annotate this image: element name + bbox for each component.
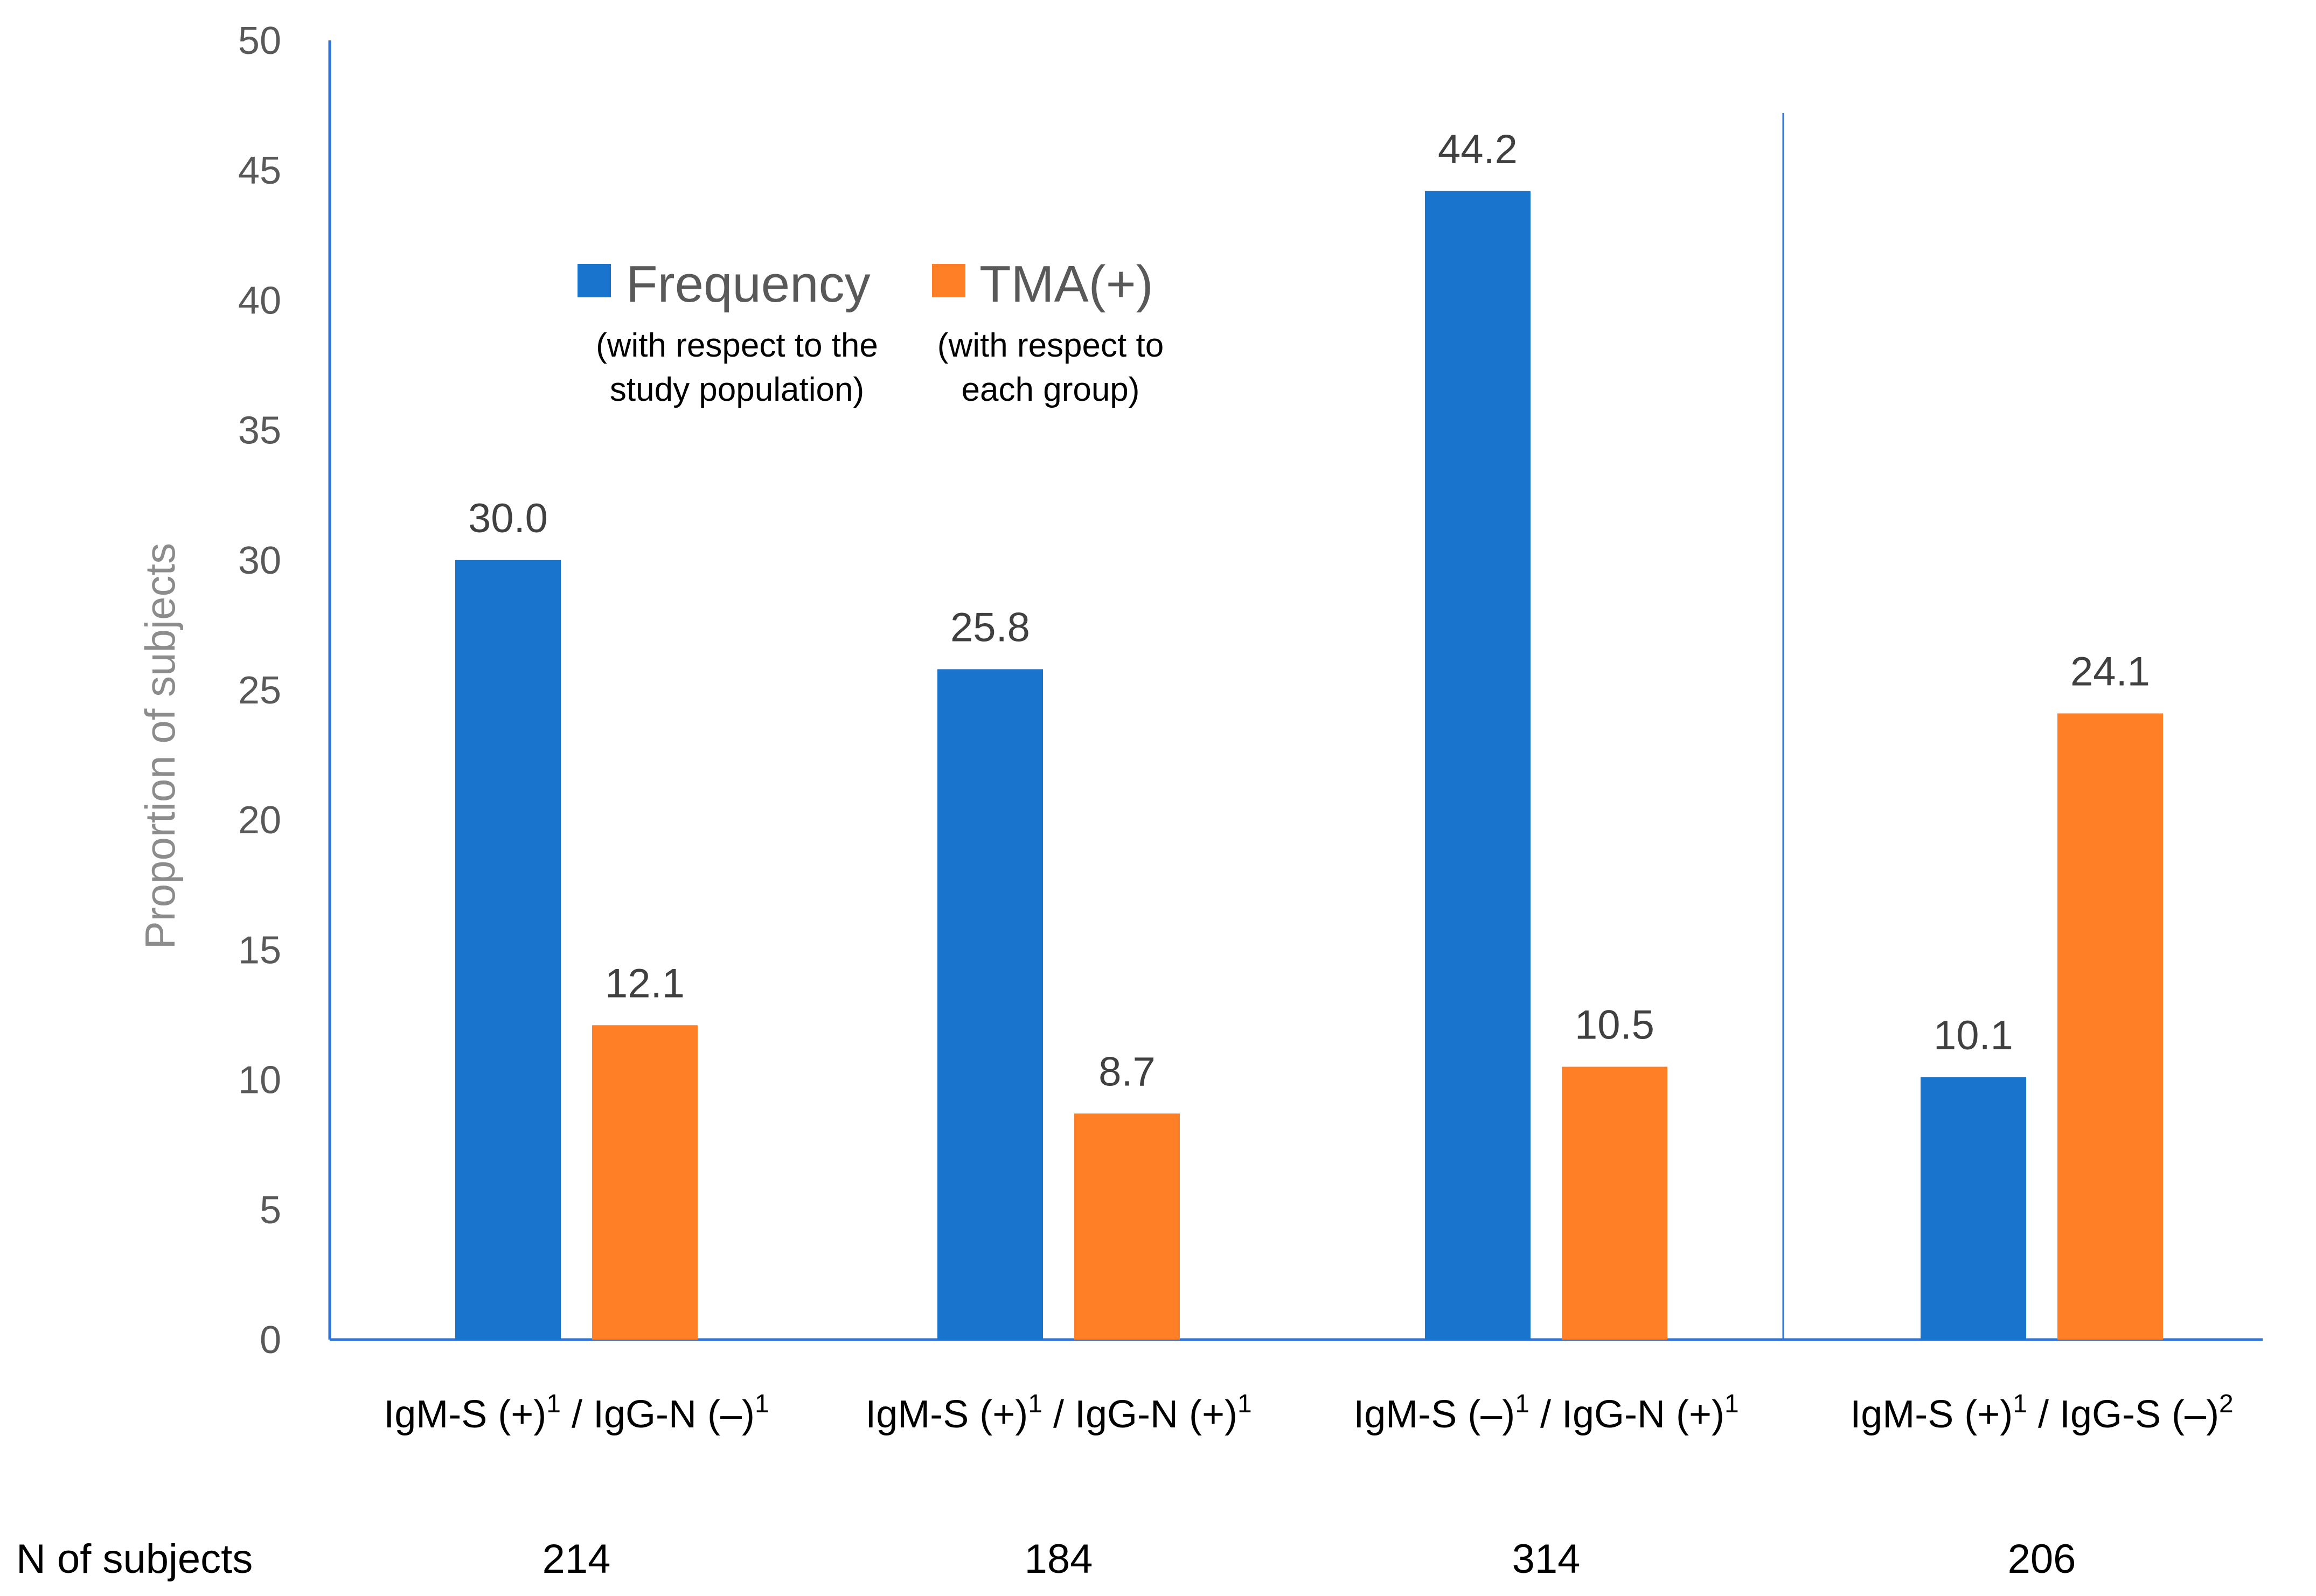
category-text: / IgG-N (–)	[561, 1393, 755, 1436]
tma-value-label: 12.1	[605, 960, 685, 1006]
frequency-value-label: 10.1	[1934, 1013, 2013, 1058]
tma-bar	[592, 1025, 698, 1340]
data-labels: 30.0 25.8 44.2 10.1 12.1 8.7 10.5 24.1	[468, 127, 2150, 1095]
category-superscript: 1	[2013, 1390, 2027, 1418]
n-row-value: 214	[543, 1536, 611, 1582]
category-label: IgM-S (+)1 / IgG-S (–)2	[1850, 1390, 2234, 1436]
category-superscript: 1	[546, 1390, 561, 1418]
bars	[455, 191, 2163, 1340]
category-superscript: 1	[1028, 1390, 1042, 1418]
n-row-value: 184	[1025, 1536, 1093, 1582]
category-label: IgM-S (+)1 / IgG-N (–)1	[384, 1390, 769, 1436]
y-tick-label: 5	[260, 1189, 281, 1232]
y-tick-label: 25	[238, 669, 281, 712]
legend-subtitle: each group)	[962, 371, 1140, 408]
legend-frequency-swatch	[578, 264, 611, 297]
category-superscript: 1	[755, 1390, 769, 1418]
frequency-value-label: 25.8	[950, 604, 1030, 650]
frequency-bar	[937, 669, 1043, 1340]
n-row-label: N of subjects	[16, 1536, 253, 1582]
category-superscript: 1	[1237, 1390, 1252, 1418]
category-text: / IgG-N (+)	[1529, 1393, 1724, 1436]
category-label: IgM-S (–)1 / IgG-N (+)1	[1353, 1390, 1738, 1436]
y-tick-label: 0	[260, 1319, 281, 1362]
y-axis: 0 5 10 15 20 25 30 35 40 45 50 Proportion of subjec…	[136, 19, 331, 1362]
legend-tma-swatch	[932, 264, 965, 297]
category-text: IgM-S (+)	[865, 1393, 1028, 1436]
legend-subtitle: (with respect to	[937, 327, 1164, 364]
category-superscript: 1	[1724, 1390, 1739, 1418]
tma-value-label: 24.1	[2070, 649, 2150, 694]
y-tick-label: 45	[238, 149, 281, 192]
frequency-value-label: 30.0	[468, 496, 548, 541]
n-of-subjects-row: N of subjects 214 184 314 206	[16, 1536, 2076, 1582]
category-text: IgM-S (+)	[1850, 1393, 2013, 1436]
category-text: IgM-S (+)	[384, 1393, 546, 1436]
tma-bar	[1074, 1113, 1180, 1340]
y-tick-label: 20	[238, 799, 281, 842]
legend: Frequency (with respect to the study popul…	[578, 255, 1164, 408]
tma-value-label: 8.7	[1098, 1049, 1156, 1095]
y-tick-label: 40	[238, 279, 281, 322]
y-tick-label: 50	[238, 19, 281, 62]
y-tick-label: 30	[238, 539, 281, 582]
tma-bar	[1562, 1067, 1667, 1340]
y-tick-label: 15	[238, 929, 281, 972]
y-tick-label: 35	[238, 409, 281, 452]
legend-tma-label: TMA(+)	[979, 255, 1153, 313]
y-tick-label: 10	[238, 1059, 281, 1102]
category-text: / IgG-N (+)	[1042, 1393, 1237, 1436]
frequency-value-label: 44.2	[1438, 127, 1518, 172]
category-text: / IgG-S (–)	[2027, 1393, 2219, 1436]
frequency-bar	[1425, 191, 1531, 1340]
y-axis-title: Proportion of subjects	[136, 543, 184, 949]
category-superscript: 2	[2219, 1390, 2234, 1418]
tma-value-label: 10.5	[1575, 1002, 1654, 1048]
n-row-value: 206	[2008, 1536, 2076, 1582]
category-superscript: 1	[1515, 1390, 1529, 1418]
frequency-bar	[1921, 1077, 2026, 1340]
legend-frequency-label: Frequency	[626, 255, 871, 313]
n-row-value: 314	[1512, 1536, 1581, 1582]
tma-bar	[2057, 713, 2163, 1340]
category-labels: IgM-S (+)1 / IgG-N (–)1 IgM-S (+)1 / IgG-…	[384, 1390, 2233, 1436]
frequency-bar	[455, 560, 561, 1340]
legend-subtitle: study population)	[610, 371, 864, 408]
legend-subtitle: (with respect to the	[596, 327, 878, 364]
category-label: IgM-S (+)1 / IgG-N (+)1	[865, 1390, 1251, 1436]
category-text: IgM-S (–)	[1353, 1393, 1515, 1436]
